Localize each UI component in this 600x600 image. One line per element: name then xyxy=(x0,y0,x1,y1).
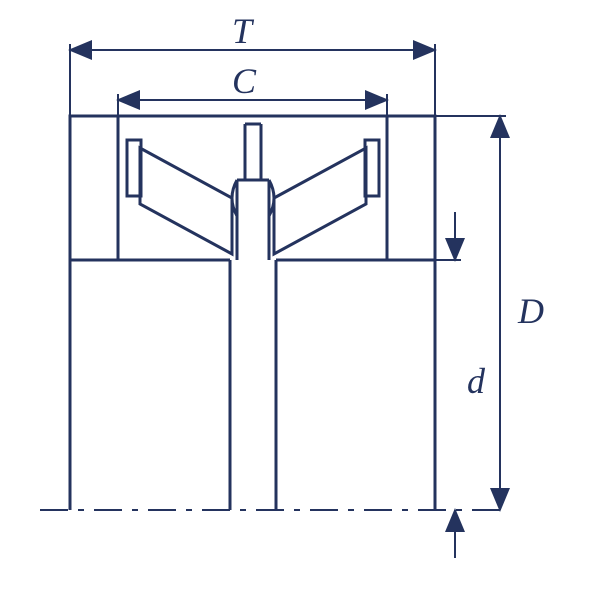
roller-right xyxy=(274,148,366,254)
dim-label-d: d xyxy=(467,360,485,402)
center-stem xyxy=(237,124,269,260)
dim-label-C: C xyxy=(232,60,256,102)
bore-outline xyxy=(118,260,387,510)
dim-label-D: D xyxy=(518,290,544,332)
dim-label-T: T xyxy=(232,10,252,52)
roller-left xyxy=(140,148,232,254)
